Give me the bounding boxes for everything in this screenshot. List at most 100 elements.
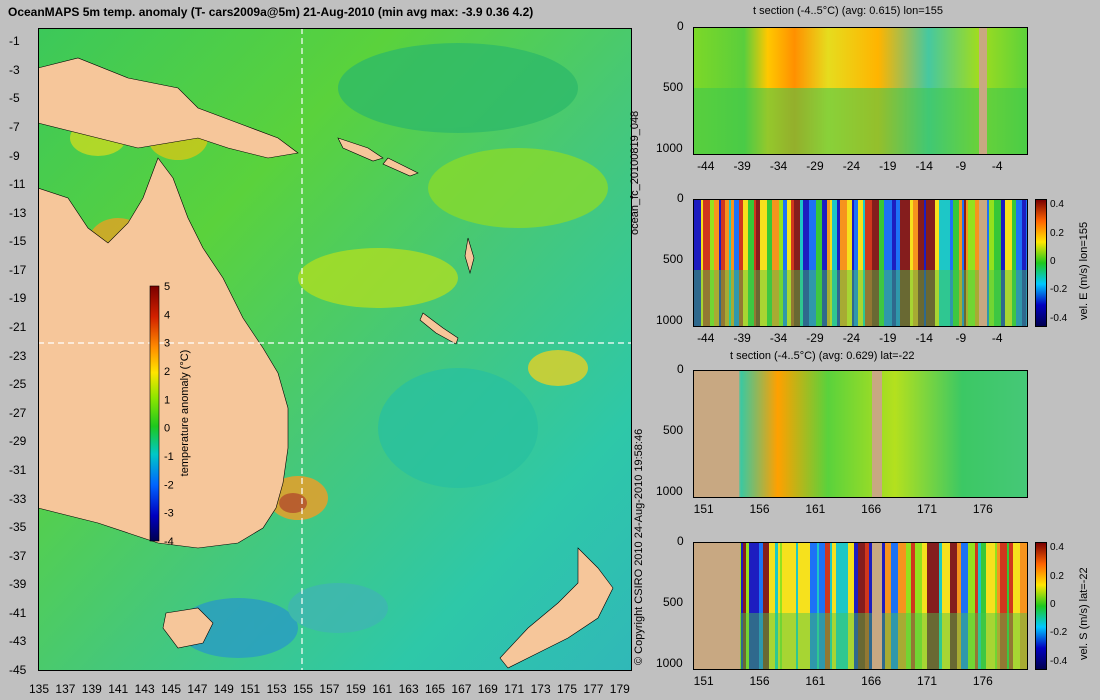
panel4-colorbar-tick-label: -0.2 — [1050, 627, 1068, 639]
panel3-x-tick-label: 171 — [917, 502, 938, 516]
panel3-title: t section (-4..5°C) (avg: 0.629) lat=-22 — [730, 350, 915, 362]
panel2-x-tick-label: -29 — [806, 331, 824, 345]
map-x-tick-label: 179 — [609, 682, 630, 696]
panel4-colorbar-tick-label: 0.2 — [1050, 570, 1064, 582]
panel2-x-tick-label: -14 — [915, 331, 933, 345]
map-x-tick-label: 167 — [451, 682, 472, 696]
panel3-x-tick-label: 151 — [693, 502, 714, 516]
panel2-y-tick-label: 500 — [663, 251, 684, 266]
map-colorbar-tick-label: 4 — [164, 309, 170, 321]
map-x-tick-label: 163 — [398, 682, 419, 696]
map-x-tick-label: 143 — [134, 682, 155, 696]
new-guinea-land — [37, 57, 299, 159]
map-colorbar — [149, 285, 160, 542]
map-y-tick-label: -11 — [9, 177, 26, 192]
map-x-tick-label: 147 — [187, 682, 208, 696]
panel1-title: t section (-4..5°C) (avg: 0.615) lon=155 — [753, 5, 943, 17]
panel1-x-tick-label: -39 — [733, 159, 751, 173]
panel3-y-tick-label: 500 — [663, 422, 684, 437]
panel2-x-tick-label: -39 — [733, 331, 751, 345]
solomon-islands-land — [337, 137, 419, 177]
map-y-tick-label: -5 — [9, 91, 20, 106]
map-x-tick-label: 145 — [161, 682, 182, 696]
panel2-x-tick-label: -19 — [879, 331, 897, 345]
panel1-section[interactable] — [693, 27, 1028, 155]
panel3-x-tick-label: 156 — [749, 502, 770, 516]
panel2-section[interactable] — [693, 199, 1028, 327]
australia-land — [37, 157, 289, 549]
panel1-x-tick-label: -24 — [842, 159, 861, 173]
panel1-x-tick-label: -14 — [915, 159, 933, 173]
panel2-colorbar-tick-label: -0.4 — [1050, 312, 1068, 324]
panel2-y-tick-label: 1000 — [656, 312, 683, 327]
map-y-tick-label: -29 — [9, 434, 27, 449]
panel1-x-tick-label: -19 — [879, 159, 897, 173]
panel4-colorbar — [1035, 542, 1047, 670]
map-colorbar-tick-label: -1 — [164, 451, 174, 463]
panel1-y-tick-label: 1000 — [656, 140, 683, 155]
panel2-y-tick-label: 0 — [677, 191, 684, 205]
map-x-tick-label: 141 — [108, 682, 129, 696]
map-x-tick-label: 161 — [372, 682, 393, 696]
panel3-x-tick-label: 176 — [972, 502, 993, 516]
panel3-x-tick-label: 161 — [805, 502, 826, 516]
panel4-colorbar-tick-label: 0.4 — [1050, 542, 1064, 554]
temperature-anomaly-map: 5 4 3 2 1 0 -1 -2 -3 -4 temperature anomaly (°C) — [37, 28, 632, 671]
panel4-x-tick-label: 161 — [805, 674, 826, 688]
panel3-section[interactable] — [693, 370, 1028, 498]
map-x-tick-label: 139 — [81, 682, 102, 696]
map-y-tick-label: -41 — [9, 605, 27, 620]
map-x-tick-label: 155 — [293, 682, 314, 696]
map-x-tick-label: 173 — [530, 682, 551, 696]
main-title: OceanMAPS 5m temp. anomaly (T- cars2009a… — [8, 5, 534, 19]
vanuatu-land — [464, 237, 475, 275]
new-caledonia-land — [419, 312, 459, 345]
map-colorbar-tick-label: 2 — [164, 366, 170, 378]
panel4-section[interactable] — [693, 542, 1028, 670]
panel1-x-tick-label: -9 — [955, 159, 967, 173]
new-zealand-land — [499, 547, 614, 669]
map-y-tick-label: -25 — [9, 377, 27, 392]
panel4-y-tick-label: 0 — [677, 534, 684, 548]
map-x-tick-label: 171 — [504, 682, 525, 696]
map-x-tick-label: 159 — [345, 682, 366, 696]
map-y-tick-label: -15 — [9, 234, 27, 249]
map-x-tick-label: 149 — [213, 682, 234, 696]
panel2-x-tick-label: -34 — [769, 331, 788, 345]
map-x-tick-label: 137 — [55, 682, 76, 696]
panel2-colorbar-tick-label: 0.4 — [1050, 199, 1064, 211]
map-colorbar-tick-label: 5 — [164, 281, 170, 293]
panel3-y-tick-label: 0 — [677, 362, 684, 376]
panel2-heatmap — [694, 200, 1027, 326]
map-colorbar-tick-label: -4 — [164, 536, 174, 548]
map-y-tick-label: -45 — [9, 663, 27, 677]
panel3-heatmap — [694, 371, 1027, 497]
map-x-tick-label: 151 — [240, 682, 261, 696]
map-x-tick-label: 169 — [477, 682, 498, 696]
tasmania-land — [162, 607, 214, 649]
map-x-tick-label: 177 — [583, 682, 604, 696]
panel4-x-tick-label: 156 — [749, 674, 770, 688]
panel4-x-tick-label: 166 — [861, 674, 882, 688]
panel3-y-tick-label: 1000 — [656, 483, 683, 498]
map-panel[interactable]: 5 4 3 2 1 0 -1 -2 -3 -4 temperature anomaly (°C) — [37, 28, 632, 671]
map-y-tick-label: -17 — [9, 262, 27, 277]
map-colorbar-label: temperature anomaly (°C) — [179, 350, 191, 477]
copyright-label: © Copyright CSIRO 2010 24-Aug-2010 19:58… — [633, 428, 645, 665]
panel1-x-tick-label: -34 — [769, 159, 788, 173]
map-y-tick-label: -27 — [9, 405, 27, 420]
panel2-x-tick-label: -9 — [955, 331, 967, 345]
panel2-colorbar — [1035, 199, 1047, 327]
panel4-x-tick-label: 151 — [693, 674, 714, 688]
panel4-y-tick-label: 500 — [663, 594, 684, 609]
map-colorbar-tick-label: -2 — [164, 479, 174, 491]
panel1-x-tick-label: -29 — [806, 159, 824, 173]
panel1-y-tick-label: 0 — [677, 19, 684, 33]
panel2-x-tick-label: -4 — [991, 331, 1003, 345]
map-colorbar-tick-label: -3 — [164, 508, 174, 520]
map-y-tick-label: -19 — [9, 291, 27, 306]
map-x-tick-label: 153 — [266, 682, 287, 696]
map-x-tick-label: 175 — [557, 682, 578, 696]
map-y-tick-label: -39 — [9, 577, 27, 592]
map-y-tick-label: -3 — [9, 62, 20, 77]
